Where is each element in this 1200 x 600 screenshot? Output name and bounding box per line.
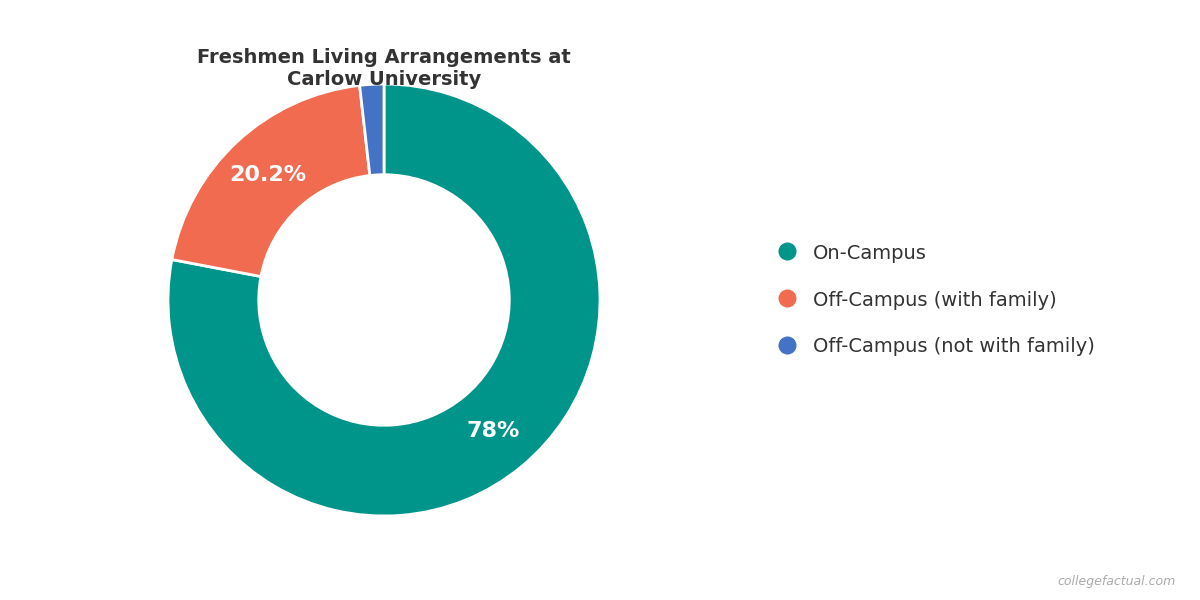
Text: Freshmen Living Arrangements at
Carlow University: Freshmen Living Arrangements at Carlow U… [197,48,571,89]
Wedge shape [168,84,600,516]
Wedge shape [172,85,370,277]
Wedge shape [360,84,384,176]
Text: 20.2%: 20.2% [229,165,306,185]
Text: collegefactual.com: collegefactual.com [1057,575,1176,588]
Text: 78%: 78% [466,421,520,442]
Legend: On-Campus, Off-Campus (with family), Off-Campus (not with family): On-Campus, Off-Campus (with family), Off… [758,224,1114,376]
